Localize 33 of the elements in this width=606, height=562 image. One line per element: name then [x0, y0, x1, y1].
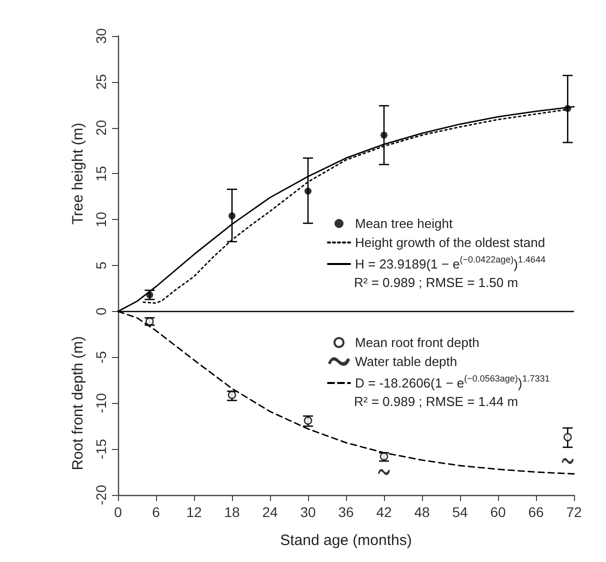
y-tick-label: -15 — [93, 438, 109, 460]
x-tick-label: 18 — [224, 504, 240, 520]
x-tick-label: 36 — [338, 504, 354, 520]
legend-label: Height growth of the oldest stand — [355, 235, 546, 250]
x-tick-label: 48 — [414, 504, 430, 520]
x-tick-label: 12 — [186, 504, 202, 520]
x-tick-label: 42 — [376, 504, 392, 520]
y-tick-label: 15 — [93, 166, 109, 182]
legend-label: Water table depth — [355, 354, 458, 369]
y-tick-label: -20 — [93, 484, 109, 506]
x-tick-label: 72 — [566, 504, 582, 520]
x-tick-label: 66 — [528, 504, 544, 520]
y-tick-label: 30 — [93, 28, 109, 44]
x-tick-label: 0 — [114, 504, 122, 520]
y-tick-label: 10 — [93, 212, 109, 228]
y-tick-label: -5 — [93, 350, 109, 364]
annotation: R² = 0.989 ; RMSE = 1.50 m — [354, 275, 518, 290]
y-tick-label: 0 — [93, 307, 109, 316]
text: Tree height (m) — [70, 122, 86, 225]
x-tick-label: 54 — [452, 504, 468, 520]
x-tick-label: 30 — [300, 504, 316, 520]
legend-label: Mean tree height — [355, 216, 453, 231]
y-tick-label: 20 — [93, 120, 109, 136]
y-tick-label: 25 — [93, 74, 109, 90]
annotation: R² = 0.989 ; RMSE = 1.44 m — [354, 394, 518, 409]
x-axis-title: Stand age (months) — [280, 532, 412, 549]
y-tick-label: -10 — [93, 392, 109, 414]
x-tick-label: 24 — [262, 504, 278, 520]
text: Root front depth (m) — [70, 336, 86, 470]
legend-label: Mean root front depth — [355, 335, 480, 350]
x-tick-label: 6 — [152, 504, 160, 520]
y-tick-label: 5 — [93, 261, 109, 270]
x-tick-label: 60 — [490, 504, 506, 520]
